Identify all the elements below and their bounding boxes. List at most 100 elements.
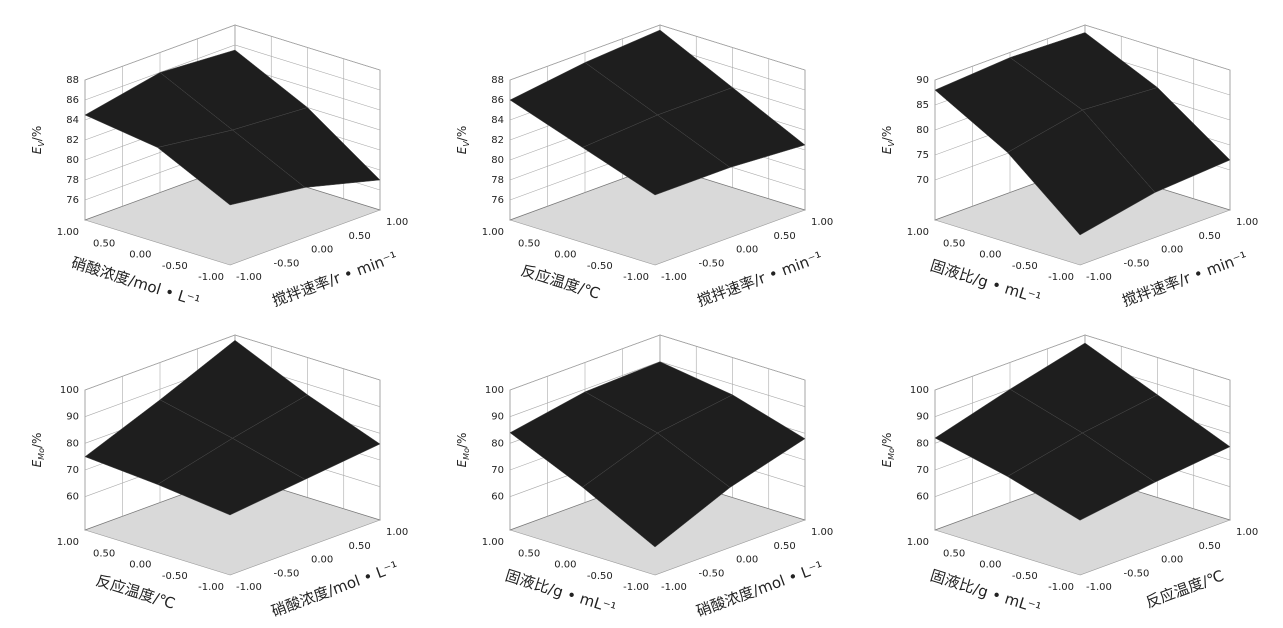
- x-tick-label: 1.00: [482, 537, 504, 548]
- z-tick-label: 70: [916, 175, 929, 186]
- y-tick-label: 1.00: [1236, 527, 1258, 538]
- z-axis-label: EMo/%: [30, 433, 46, 468]
- y-tick-label: 1.00: [1236, 217, 1258, 228]
- x-tick-label: -0.50: [162, 261, 188, 272]
- z-tick-label: 70: [66, 465, 79, 476]
- z-tick-label: 75: [916, 150, 929, 161]
- z-axis-subscript: V: [37, 141, 46, 147]
- z-tick-label: 82: [66, 135, 79, 146]
- z-tick-label: 90: [916, 412, 929, 423]
- surface-panel: 60 70 80 90 100 -1.00 -0.50 0.00 0.50 1.00 -1.00 -0…: [880, 334, 1258, 618]
- y-tick-label: 1.00: [386, 527, 408, 538]
- y-tick-label: -1.00: [661, 272, 687, 283]
- z-tick-label: 60: [491, 492, 504, 503]
- x-tick-label: 0.50: [943, 238, 965, 249]
- x-tick-label: 0.50: [518, 548, 540, 559]
- x-tick-label: 0.00: [554, 560, 576, 571]
- z-axis-symbol: E: [880, 459, 894, 467]
- x-tick-label: -1.00: [623, 582, 649, 593]
- z-tick-label: 100: [910, 385, 929, 396]
- y-tick-label: -0.50: [274, 258, 300, 269]
- x-tick-label: 0.50: [93, 238, 115, 249]
- z-tick-label: 80: [491, 155, 504, 166]
- z-tick-label: 60: [916, 492, 929, 503]
- z-tick-label: 86: [66, 95, 79, 106]
- z-tick-label: 80: [491, 438, 504, 449]
- x-tick-label: 0.00: [129, 560, 151, 571]
- z-axis-symbol: E: [455, 459, 469, 467]
- surface-panel: 76 78 80 82 84 86 88 -1.00 -0.50 0.00 0.50 1.00 -1.0…: [455, 24, 833, 310]
- z-tick-label: 78: [491, 175, 504, 186]
- surface-cell: [156, 129, 306, 206]
- x-tick-label: -1.00: [198, 582, 224, 593]
- surface-cell: [156, 438, 306, 516]
- x-tick-label: 0.00: [554, 250, 576, 261]
- z-tick-label: 80: [916, 438, 929, 449]
- x-tick-label: 0.50: [518, 238, 540, 249]
- z-axis-unit: /%: [455, 126, 469, 141]
- x-tick-label: -0.50: [587, 571, 613, 582]
- x-tick-label: 0.00: [979, 250, 1001, 261]
- surface-cell: [1007, 432, 1156, 521]
- y-tick-label: 0.50: [774, 231, 796, 242]
- z-tick-label: 60: [66, 492, 79, 503]
- surface-panel: 70 75 80 85 90 -1.00 -0.50 0.00 0.50 1.00 -1.00 -0.…: [880, 24, 1258, 310]
- x-tick-label: 1.00: [907, 227, 929, 238]
- z-axis-unit: /%: [880, 126, 894, 141]
- z-tick-label: 70: [491, 465, 504, 476]
- z-axis-subscript: V: [887, 141, 896, 147]
- z-axis-symbol: E: [30, 459, 44, 467]
- z-axis-symbol: E: [30, 146, 44, 154]
- x-tick-label: -1.00: [1048, 582, 1074, 593]
- surface-panel: 60 70 80 90 100 -1.00 -0.50 0.00 0.50 1.00 -1.00 -0…: [455, 334, 833, 621]
- z-tick-label: 90: [491, 412, 504, 423]
- x-tick-label: 0.00: [129, 250, 151, 261]
- z-tick-label: 100: [485, 385, 504, 396]
- y-tick-label: 0.50: [1199, 541, 1221, 552]
- y-tick-label: 0.00: [736, 555, 758, 566]
- z-axis-unit: /%: [30, 126, 44, 141]
- y-axis-label: 搅拌速率/r • min⁻¹: [695, 248, 825, 310]
- y-tick-label: -1.00: [236, 272, 262, 283]
- z-axis-symbol: E: [455, 146, 469, 154]
- z-tick-label: 80: [916, 125, 929, 136]
- surface-cell: [582, 432, 731, 548]
- z-tick-label: 85: [916, 100, 929, 111]
- y-tick-label: 0.00: [1161, 245, 1183, 256]
- z-tick-label: 84: [66, 115, 79, 126]
- z-tick-label: 86: [491, 95, 504, 106]
- y-tick-label: 0.50: [349, 231, 371, 242]
- z-tick-label: 80: [66, 438, 79, 449]
- y-tick-label: -0.50: [274, 568, 300, 579]
- z-axis-unit: /%: [455, 433, 469, 448]
- y-axis-label: 硝酸浓度/mol • L⁻¹: [269, 558, 401, 621]
- x-tick-label: -1.00: [1048, 272, 1074, 283]
- y-tick-label: 0.00: [311, 245, 333, 256]
- z-tick-label: 100: [60, 385, 79, 396]
- surface-cell: [1007, 109, 1156, 236]
- x-tick-label: 1.00: [482, 227, 504, 238]
- z-axis-subscript: Mo: [462, 448, 471, 460]
- y-tick-label: 1.00: [811, 527, 833, 538]
- x-tick-label: -0.50: [162, 571, 188, 582]
- y-axis-label: 反应温度/℃: [1143, 566, 1226, 611]
- y-axis-label: 硝酸浓度/mol • L⁻¹: [694, 558, 826, 621]
- z-axis-subscript: Mo: [37, 448, 46, 460]
- y-tick-label: 0.50: [349, 541, 371, 552]
- x-tick-label: 1.00: [57, 537, 79, 548]
- x-tick-label: 0.50: [943, 548, 965, 559]
- surface-cell: [581, 114, 731, 196]
- y-tick-label: 0.50: [1199, 231, 1221, 242]
- y-tick-label: -0.50: [699, 568, 725, 579]
- y-tick-label: 1.00: [811, 217, 833, 228]
- x-tick-label: -1.00: [623, 272, 649, 283]
- y-tick-label: 0.50: [774, 541, 796, 552]
- z-axis-label: EV/%: [455, 126, 471, 155]
- z-tick-label: 76: [66, 195, 79, 206]
- x-tick-label: 0.00: [979, 560, 1001, 571]
- x-tick-label: 1.00: [57, 227, 79, 238]
- y-tick-label: -1.00: [1086, 582, 1112, 593]
- x-tick-label: -0.50: [587, 261, 613, 272]
- y-tick-label: -0.50: [1124, 258, 1150, 269]
